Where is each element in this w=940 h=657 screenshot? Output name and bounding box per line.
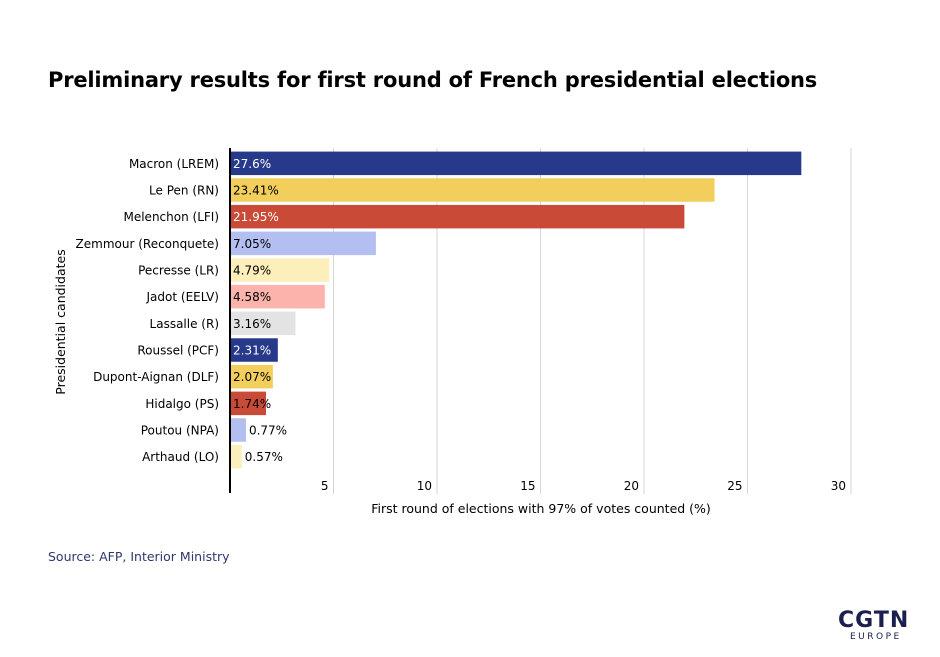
data-label: 23.41% xyxy=(233,184,279,198)
category-label: Le Pen (RN) xyxy=(149,184,219,198)
data-label: 21.95% xyxy=(233,210,279,224)
data-label: 4.79% xyxy=(233,264,271,278)
category-label: Poutou (NPA) xyxy=(141,424,219,438)
y-axis-label: Presidential candidates xyxy=(53,249,68,394)
data-label: 27.6% xyxy=(233,157,271,171)
data-label: 2.31% xyxy=(233,344,271,358)
bar xyxy=(230,231,376,256)
x-tick-label: 25 xyxy=(727,479,742,493)
category-label: Arthaud (LO) xyxy=(142,450,219,464)
bar xyxy=(230,391,267,416)
category-label: Hidalgo (PS) xyxy=(145,397,219,411)
category-label: Lassalle (R) xyxy=(150,317,219,331)
bar xyxy=(230,204,685,229)
bar xyxy=(230,311,296,336)
category-label: Melenchon (LFI) xyxy=(123,210,219,224)
data-label: 0.77% xyxy=(249,424,287,438)
data-label: 3.16% xyxy=(233,317,271,331)
category-label: Pecresse (LR) xyxy=(138,264,219,278)
cgtn-logo: CGTN EUROPE xyxy=(838,610,918,644)
bar xyxy=(230,284,325,309)
source-note: Source: AFP, Interior Ministry xyxy=(48,549,230,564)
data-label: 7.05% xyxy=(233,237,271,251)
category-label: Roussel (PCF) xyxy=(137,344,219,358)
x-tick-label: 15 xyxy=(520,479,535,493)
data-label: 4.58% xyxy=(233,290,271,304)
chart-title: Preliminary results for first round of F… xyxy=(48,68,818,92)
logo-subtext: EUROPE xyxy=(850,632,902,642)
bar xyxy=(230,151,802,176)
data-label: 0.57% xyxy=(245,450,283,464)
x-tick-label: 30 xyxy=(831,479,846,493)
category-label: Macron (LREM) xyxy=(129,157,219,171)
x-axis-label: First round of elections with 97% of vot… xyxy=(371,501,711,516)
bar xyxy=(230,338,278,362)
data-label: 2.07% xyxy=(233,370,271,384)
x-tick-label: 5 xyxy=(321,479,329,493)
data-label: 1.74% xyxy=(233,397,271,411)
bar xyxy=(230,258,330,282)
bar xyxy=(230,178,715,202)
category-label: Dupont-Aignan (DLF) xyxy=(93,370,219,384)
logo-text: CGTN xyxy=(838,608,910,633)
bar xyxy=(230,364,273,389)
category-label: Jadot (EELV) xyxy=(146,290,219,304)
category-label: Zemmour (Reconquete) xyxy=(76,237,219,251)
bar xyxy=(230,444,242,469)
x-tick-label: 20 xyxy=(624,479,639,493)
x-tick-label: 10 xyxy=(417,479,432,493)
bar xyxy=(230,418,246,442)
